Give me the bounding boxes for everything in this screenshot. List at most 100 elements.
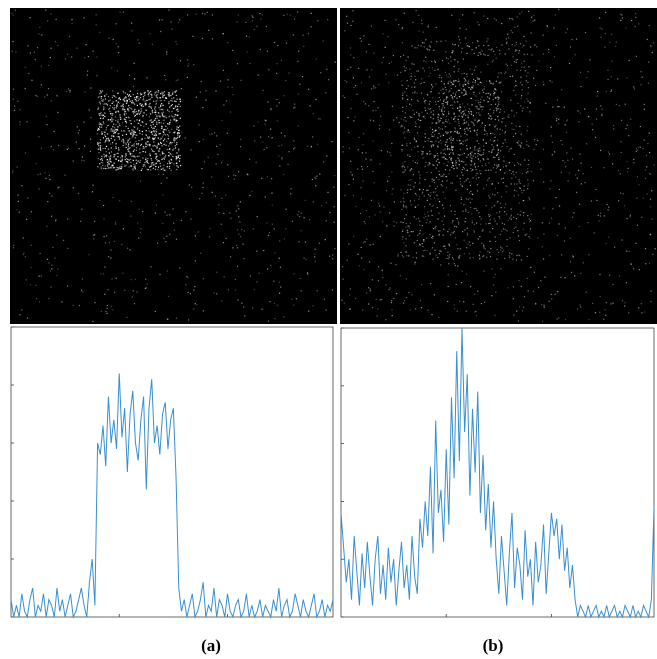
noise-dot: [232, 94, 233, 95]
noise-dot: [445, 144, 446, 145]
noise-dot: [543, 233, 544, 234]
noise-dot: [523, 200, 524, 201]
noise-dot: [52, 247, 53, 248]
noise-dot: [326, 309, 327, 310]
noise-dot: [117, 126, 118, 127]
noise-dot: [459, 160, 460, 161]
noise-dot: [25, 67, 26, 68]
noise-dot: [344, 97, 345, 98]
noise-dot: [468, 124, 469, 125]
noise-dot: [161, 145, 162, 146]
noise-dot: [458, 36, 459, 37]
noise-dot: [466, 247, 467, 248]
noise-dot: [647, 143, 648, 144]
noise-dot: [620, 20, 621, 21]
noise-dot: [100, 90, 101, 91]
noise-dot: [642, 77, 643, 78]
noise-dot: [516, 259, 517, 260]
noise-dot: [362, 144, 363, 145]
noise-dot: [138, 100, 139, 101]
noise-dot: [503, 143, 504, 144]
noise-dot: [149, 131, 150, 132]
noise-dot: [176, 159, 177, 160]
noise-dot: [474, 163, 475, 164]
noise-dot: [223, 70, 224, 71]
noise-dot: [48, 298, 49, 299]
noise-dot: [648, 62, 649, 63]
noise-dot: [474, 224, 475, 225]
noise-dot: [363, 35, 364, 36]
noise-dot: [297, 11, 298, 12]
noise-dot: [383, 57, 384, 58]
noise-dot: [480, 106, 481, 107]
noise-dot: [151, 160, 152, 161]
noise-dot: [311, 13, 312, 14]
noise-dot: [177, 99, 178, 100]
noise-dot: [36, 163, 37, 164]
noise-dot: [393, 225, 394, 226]
noise-dot: [428, 26, 429, 27]
noise-dot: [502, 118, 503, 119]
noise-dot: [110, 257, 111, 258]
noise-dot: [404, 117, 405, 118]
noise-dot: [547, 25, 548, 26]
noise-dot: [463, 123, 464, 124]
noise-dot: [347, 117, 348, 118]
noise-dot: [516, 126, 517, 127]
noise-dot: [332, 258, 333, 259]
noise-dot: [580, 113, 581, 114]
noise-dot: [410, 79, 411, 80]
noise-dot: [461, 73, 462, 74]
noise-dot: [53, 149, 54, 150]
noise-dot: [118, 149, 119, 150]
noise-dot: [412, 231, 413, 232]
noise-dot: [253, 228, 254, 229]
noise-dot: [100, 145, 101, 146]
noise-dot: [141, 105, 142, 106]
noise-dot: [104, 116, 105, 117]
noise-dot: [485, 125, 486, 126]
noise-dot: [496, 155, 497, 156]
noise-dot: [101, 96, 102, 97]
noise-dot: [564, 107, 565, 108]
noise-dot: [438, 230, 439, 231]
noise-dot: [442, 88, 443, 89]
noise-dot: [496, 259, 497, 260]
noise-dot: [159, 122, 160, 123]
noise-dot: [98, 152, 99, 153]
noise-dot: [363, 133, 364, 134]
noise-dot: [513, 174, 514, 175]
noise-dot: [420, 120, 421, 121]
noise-dot: [418, 204, 419, 205]
noise-dot: [176, 156, 177, 157]
noise-dot: [490, 94, 491, 95]
noise-dot: [143, 112, 144, 113]
noise-dot: [226, 238, 227, 239]
noise-dot: [125, 121, 126, 122]
noise-dot: [405, 206, 406, 207]
noise-dot: [311, 146, 312, 147]
noise-dot: [124, 290, 125, 291]
noise-dot: [457, 101, 458, 102]
noise-dot: [15, 52, 16, 53]
noise-dot: [449, 154, 450, 155]
noise-dot: [462, 103, 463, 104]
noise-dot: [476, 169, 477, 170]
noise-dot: [176, 152, 177, 153]
noise-dot: [428, 164, 429, 165]
noise-dot: [202, 38, 203, 39]
noise-dot: [431, 206, 432, 207]
noise-dot: [406, 214, 407, 215]
noise-dot: [379, 128, 380, 129]
noise-dot: [521, 11, 522, 12]
noise-dot: [527, 215, 528, 216]
noise-dot: [477, 155, 478, 156]
noise-dot: [568, 180, 569, 181]
noise-dot: [485, 131, 486, 132]
noise-dot: [480, 102, 481, 103]
noise-dot: [379, 163, 380, 164]
noise-dot: [509, 252, 510, 253]
noise-dot: [417, 240, 418, 241]
noise-dot: [462, 271, 463, 272]
noise-dot: [407, 99, 408, 100]
